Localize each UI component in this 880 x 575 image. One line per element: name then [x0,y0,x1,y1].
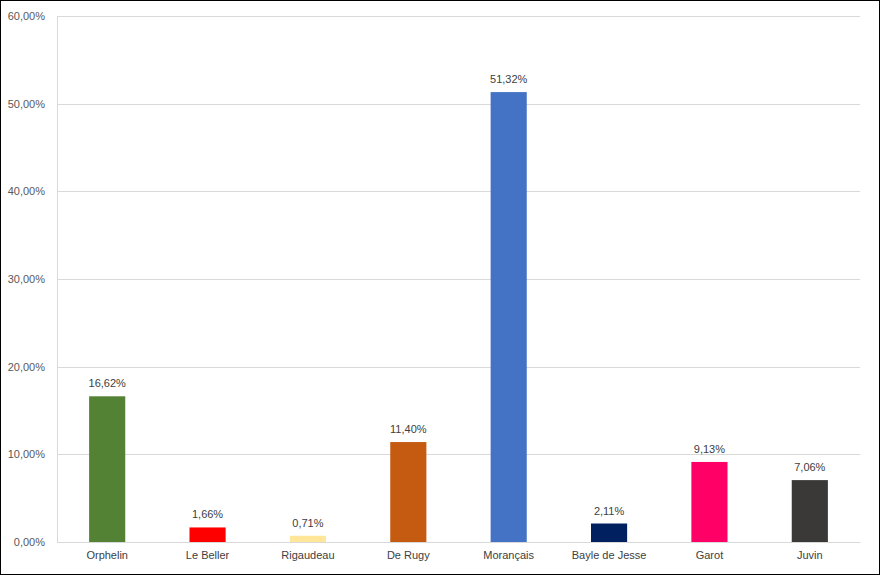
data-label: 0,71% [292,517,323,529]
x-tick-label: Rigaudeau [281,549,334,561]
y-tick: 40,00% [8,185,57,197]
y-axis-line [57,17,58,543]
x-tick-label: Bayle de Jesse [572,549,647,561]
x-tick: Garot [696,542,724,561]
data-label: 7,06% [794,461,825,473]
data-label: 16,62% [89,377,127,389]
bars [89,92,828,542]
x-tick: De Rugy [387,542,430,561]
frame [1,1,880,575]
x-tick: Le Beller [186,542,230,561]
bar [89,396,125,542]
data-label: 11,40% [390,423,427,435]
x-axis-line [58,542,861,543]
bar [792,480,828,542]
bar [691,462,727,542]
y-tick: 10,00% [8,448,57,460]
y-tick: 60,00% [8,10,57,22]
x-tick: Orphelin [86,542,128,561]
x-tick-label: Le Beller [186,549,230,561]
x-tick-label: Juvin [797,549,823,561]
y-tick: 50,00% [8,98,57,110]
y-tick-label: 20,00% [8,361,46,373]
grid-line [57,104,860,105]
x-tick-label: De Rugy [387,549,430,561]
grid-line [57,191,860,192]
bar [390,442,426,542]
y-tick-label: 60,00% [8,10,46,22]
x-tick-label: Morançais [483,549,534,561]
plot: 0,00% 10,00% 20,00% 30,00% 40,00% 50,00% 60,00… [8,10,861,561]
x-tick: Bayle de Jesse [572,542,647,561]
grid [57,17,860,543]
y-tick: 0,00% [14,536,57,548]
y-tick-label: 40,00% [8,185,46,197]
y-tick-label: 0,00% [14,536,45,548]
y-axis: 0,00% 10,00% 20,00% 30,00% 40,00% 50,00% 60,00… [8,10,58,548]
data-label: 1,66% [192,508,223,520]
data-label: 2,11% [594,505,625,517]
y-tick-label: 30,00% [8,273,46,285]
grid-line [57,542,860,543]
grid-line [57,279,860,280]
y-tick: 20,00% [8,361,57,373]
grid-line [57,367,860,368]
x-tick: Morançais [483,542,534,561]
bar [290,536,326,542]
x-axis: Orphelin Le Beller Rigaudeau De Rugy Morança… [58,542,861,561]
data-label: 51,32% [490,73,528,85]
bar [591,524,627,542]
chart: 0,00% 10,00% 20,00% 30,00% 40,00% 50,00% 60,00… [0,0,880,575]
data-label: 9,13% [694,443,725,455]
y-tick-label: 50,00% [8,98,46,110]
bar [189,527,225,542]
bar [491,92,527,542]
grid-line [57,16,860,17]
x-tick: Rigaudeau [281,542,334,561]
grid-line [57,454,860,455]
x-tick: Juvin [797,542,823,561]
x-tick-label: Garot [696,549,724,561]
data-labels: 16,62% 1,66% 0,71% 11,40% 51,32% 2,11% 9,13% 7,… [89,73,826,529]
y-tick-label: 10,00% [8,448,46,460]
y-tick: 30,00% [8,273,57,285]
x-tick-label: Orphelin [86,549,128,561]
